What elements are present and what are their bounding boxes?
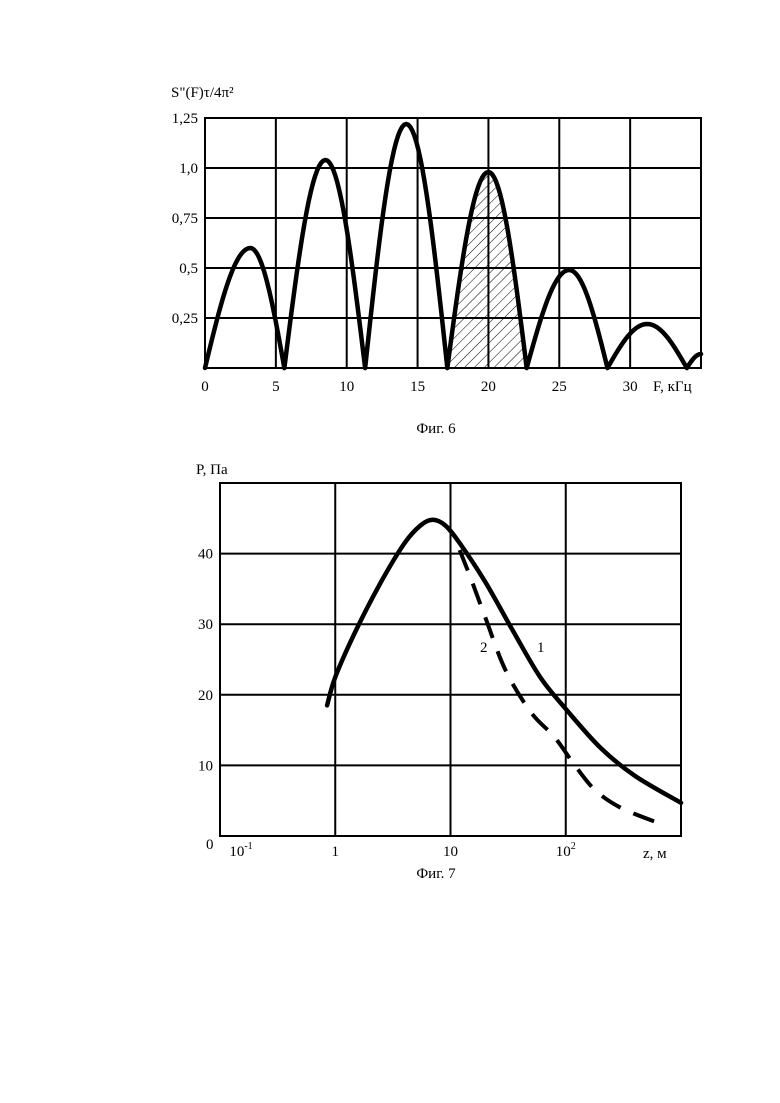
fig7-curves [327,520,681,822]
fig7-y-tick-label: 20 [198,688,213,704]
fig7-x-tick-label: 10 [443,844,458,860]
fig6-x-tick-label: 30 [623,379,638,395]
fig7-y-tick-label: 40 [198,547,213,563]
fig6-x-tick-label: 5 [272,379,280,395]
fig7-series-label-2: 2 [480,640,488,656]
fig6-y-axis-label: S"(F)τ/4π² [171,85,234,101]
fig6-y-tick-label: 0,25 [172,311,198,327]
fig6-y-tick-label: 0,5 [179,261,198,277]
fig6-x-tick-label: 15 [410,379,425,395]
fig6-y-tick-label: 1,0 [179,161,198,177]
fig6-lobe-7 [687,354,701,368]
fig7-origin-label: 0 [206,837,214,853]
fig7-x-tick-label: 102 [556,841,576,860]
chart-fig7: 10-1 1 10 102 10 20 30 40 P, Па 0 z, м 2 1 Фиг… [196,462,681,882]
fig7-x-ticks: 10-1 1 10 102 [229,841,575,860]
fig7-x-tick-label: 1 [332,844,340,860]
fig6-y-ticks: 0,25 0,5 0,75 1,0 1,25 [172,111,198,327]
fig7-series-label-1: 1 [537,640,545,656]
fig7-y-tick-label: 30 [198,617,213,633]
fig7-caption: Фиг. 7 [416,866,456,882]
fig6-x-tick-label: 20 [481,379,496,395]
fig6-lobe-6 [607,324,686,368]
chart-fig6: 0 5 10 15 20 25 30 0,25 0,5 0,75 1,0 1,25 S"(F)τ/4… [171,85,701,437]
fig7-y-axis-label: P, Па [196,462,228,478]
fig6-x-tick-label: 25 [552,379,567,395]
fig7-x-tick-label: 10-1 [229,841,252,860]
fig6-x-tick-label: 10 [339,379,354,395]
fig6-curve [205,124,701,368]
fig6-lobe-3 [365,124,447,368]
fig6-x-tick-label: 0 [201,379,209,395]
fig6-x-axis-label: F, кГц [653,379,692,395]
fig6-x-ticks: 0 5 10 15 20 25 30 [201,379,637,395]
fig7-x-axis-label: z, м [643,846,667,862]
fig6-lobe-2 [284,160,365,368]
fig7-series-1 [327,520,681,803]
fig7-y-ticks: 10 20 30 40 [198,547,213,775]
fig7-grid [220,483,681,836]
fig7-y-tick-label: 10 [198,758,213,774]
fig6-caption: Фиг. 6 [416,421,456,437]
fig6-lobe-1 [205,248,284,368]
fig6-y-tick-label: 0,75 [172,211,198,227]
fig6-y-tick-label: 1,25 [172,111,198,127]
